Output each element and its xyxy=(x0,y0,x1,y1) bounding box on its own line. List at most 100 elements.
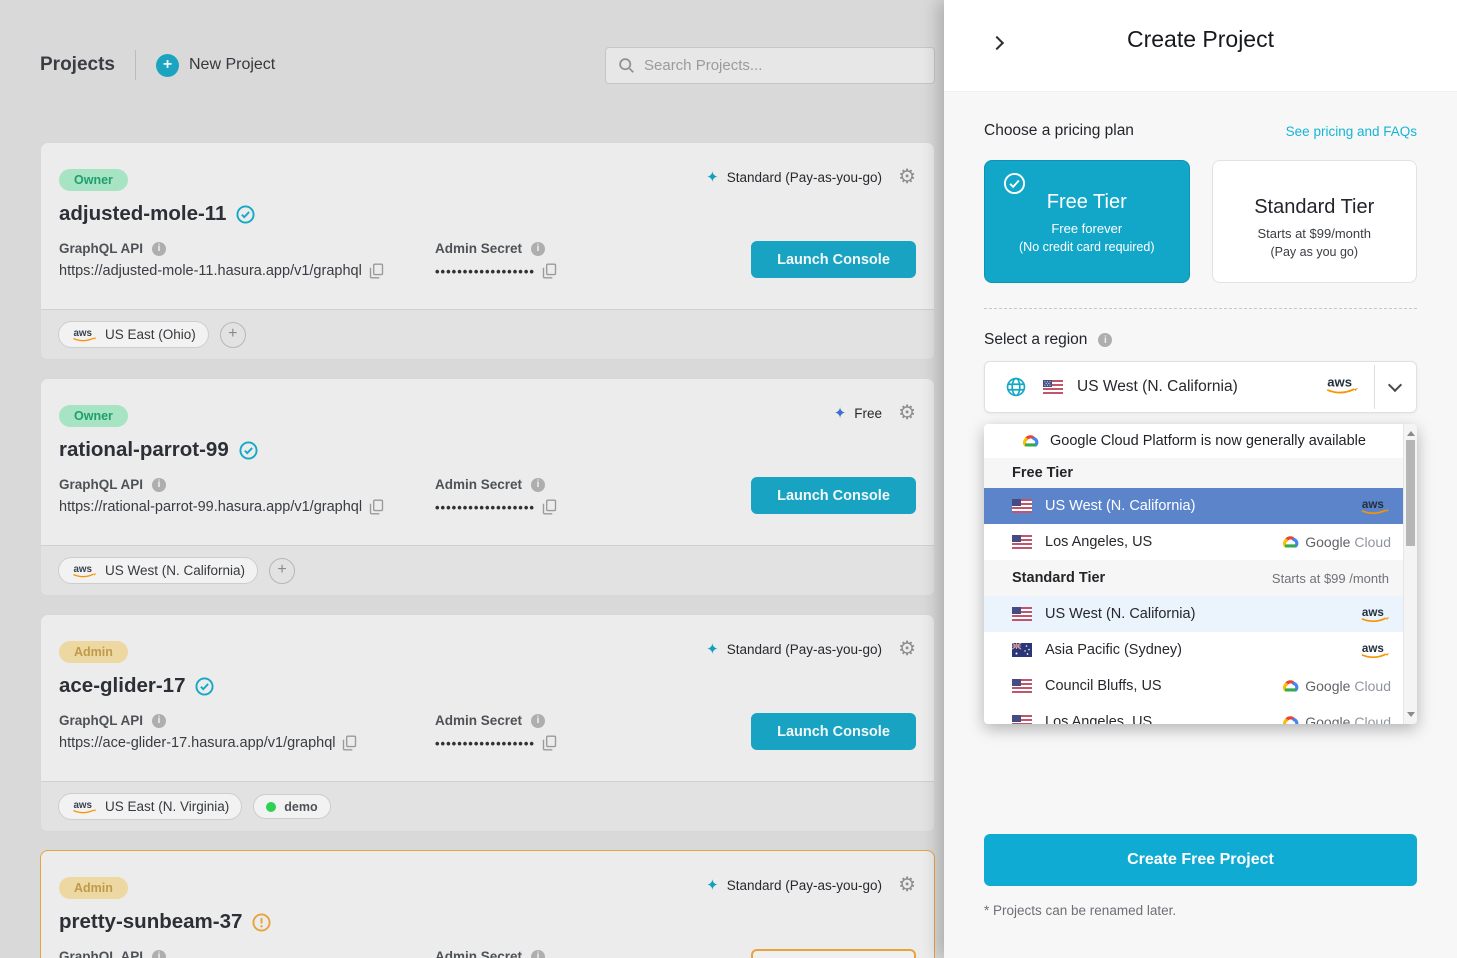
launch-console-button[interactable]: Launch Console xyxy=(751,949,916,958)
panel-body: Choose a pricing plan See pricing and FA… xyxy=(944,92,1457,958)
aws-logo: aws xyxy=(1361,641,1390,658)
project-name-link[interactable]: adjusted-mole-11 xyxy=(59,202,255,226)
search-input[interactable] xyxy=(644,56,922,74)
add-region-button[interactable] xyxy=(269,557,296,584)
info-icon[interactable] xyxy=(531,241,546,256)
region-option-label: Los Angeles, US xyxy=(1045,714,1153,724)
region-option-council-bluffs-standard[interactable]: Council Bluffs, US Google Cloud xyxy=(984,668,1403,704)
project-name: rational-parrot-99 xyxy=(59,438,229,461)
select-region-label: Select a region xyxy=(984,331,1088,348)
plan-star-icon xyxy=(834,406,847,421)
page-title: Projects xyxy=(40,54,115,75)
svg-text:aws: aws xyxy=(73,564,92,575)
region-option-label: US West (N. California) xyxy=(1045,606,1196,622)
new-project-button[interactable]: New Project xyxy=(155,53,276,77)
us-flag-icon xyxy=(1012,499,1032,513)
google-cloud-logo: Google Cloud xyxy=(1281,714,1391,724)
info-icon[interactable] xyxy=(531,477,546,492)
card-footer: aws US East (N. Virginia) demo xyxy=(41,781,934,831)
plan-row: Standard (Pay-as-you-go) xyxy=(706,639,916,659)
copy-secret-button[interactable] xyxy=(542,499,557,515)
copy-secret-button[interactable] xyxy=(542,263,557,279)
region-option-sydney-standard[interactable]: Asia Pacific (Sydney) aws xyxy=(984,632,1403,668)
gear-icon[interactable] xyxy=(898,639,916,659)
region-pill: aws US East (N. Virginia) xyxy=(58,793,243,820)
role-badge: Owner xyxy=(59,169,128,191)
launch-console-button[interactable]: Launch Console xyxy=(751,713,916,750)
gear-icon[interactable] xyxy=(898,403,916,423)
scroll-down-arrow-icon[interactable] xyxy=(1407,712,1415,717)
free-tier-note: (No credit card required) xyxy=(1019,240,1155,254)
selected-region-label: US West (N. California) xyxy=(1077,378,1238,395)
info-icon[interactable] xyxy=(531,713,546,728)
add-region-button[interactable] xyxy=(219,321,246,348)
graphql-url: https://adjusted-mole-11.hasura.app/v1/g… xyxy=(59,263,362,279)
gcp-notice-row[interactable]: Google Cloud Platform is now generally a… xyxy=(984,424,1403,458)
rename-footnote: * Projects can be renamed later. xyxy=(984,903,1177,918)
new-project-label: New Project xyxy=(188,56,276,73)
create-free-project-button[interactable]: Create Free Project xyxy=(984,834,1417,886)
region-option-label: Council Bluffs, US xyxy=(1045,678,1162,694)
dropdown-section-free-tier: Free Tier xyxy=(984,458,1403,488)
region-option-los-angeles-standard[interactable]: Los Angeles, US Google Cloud xyxy=(984,704,1403,724)
search-icon xyxy=(619,57,634,73)
select-divider xyxy=(1374,365,1375,409)
copy-url-button[interactable] xyxy=(342,735,357,751)
standard-tier-card[interactable]: Standard Tier Starts at $99/month (Pay a… xyxy=(1211,160,1417,283)
panel-title: Create Project xyxy=(1126,26,1274,52)
free-tier-subtitle: Free forever xyxy=(1051,221,1123,236)
admin-secret-label: Admin Secret xyxy=(435,477,731,492)
admin-secret-mask: •••••••••••••••••• xyxy=(435,263,535,279)
admin-secret-label: Admin Secret xyxy=(435,949,731,958)
info-icon[interactable] xyxy=(152,241,167,256)
project-card-pretty-sunbeam-37: Admin Standard (Pay-as-you-go) pretty-su… xyxy=(40,850,935,958)
info-icon[interactable] xyxy=(1098,333,1113,347)
project-name-link[interactable]: pretty-sunbeam-37 xyxy=(59,910,271,934)
plan-label: Free xyxy=(854,405,883,421)
collapse-panel-button[interactable] xyxy=(986,32,1008,54)
free-tier-card[interactable]: Free Tier Free forever (No credit card r… xyxy=(984,160,1190,283)
gear-icon[interactable] xyxy=(898,167,916,187)
info-icon[interactable] xyxy=(152,713,167,728)
graphql-api-label: GraphQL API xyxy=(59,241,435,256)
region-option-us-west-standard[interactable]: US West (N. California) aws xyxy=(984,596,1403,632)
admin-secret-label: Admin Secret xyxy=(435,713,731,728)
region-option-los-angeles-free[interactable]: Los Angeles, US Google Cloud xyxy=(984,524,1403,560)
card-footer: aws US East (Ohio) xyxy=(41,309,934,359)
google-cloud-logo: Google Cloud xyxy=(1281,678,1391,694)
verified-icon xyxy=(236,204,255,224)
info-icon[interactable] xyxy=(531,949,546,958)
dropdown-scrollbar[interactable] xyxy=(1403,424,1417,724)
region-pill: aws US East (Ohio) xyxy=(58,321,209,348)
plan-row: Standard (Pay-as-you-go) xyxy=(706,875,916,895)
region-option-us-west-free[interactable]: US West (N. California) aws xyxy=(984,488,1403,524)
copy-secret-button[interactable] xyxy=(542,735,557,751)
role-badge: Admin xyxy=(59,877,128,899)
info-icon[interactable] xyxy=(152,477,167,492)
region-option-label: Los Angeles, US xyxy=(1045,534,1153,550)
scrollbar-thumb[interactable] xyxy=(1406,440,1415,546)
standard-tier-note: (Pay as you go) xyxy=(1270,245,1359,259)
copy-url-button[interactable] xyxy=(369,499,384,515)
google-cloud-icon xyxy=(1283,680,1299,692)
project-name-link[interactable]: rational-parrot-99 xyxy=(59,438,258,462)
chevron-down-icon xyxy=(1387,377,1403,392)
pricing-faq-link[interactable]: See pricing and FAQs xyxy=(1285,123,1417,139)
standard-tier-subtitle: Starts at $99/month xyxy=(1257,226,1371,241)
launch-console-button[interactable]: Launch Console xyxy=(751,477,916,514)
launch-console-button[interactable]: Launch Console xyxy=(751,241,916,278)
copy-url-button[interactable] xyxy=(369,263,384,279)
gear-icon[interactable] xyxy=(898,875,916,895)
info-icon[interactable] xyxy=(152,949,167,958)
plan-star-icon xyxy=(706,878,719,893)
svg-text:aws: aws xyxy=(73,800,92,811)
region-option-label: US West (N. California) xyxy=(1045,498,1196,514)
plan-star-icon xyxy=(706,642,719,657)
demo-tag: demo xyxy=(253,794,331,819)
scroll-up-arrow-icon[interactable] xyxy=(1407,431,1415,436)
region-select[interactable]: US West (N. California) aws xyxy=(984,361,1417,413)
project-card-adjusted-mole-11: Owner Standard (Pay-as-you-go) adjusted-… xyxy=(40,142,935,360)
project-name-link[interactable]: ace-glider-17 xyxy=(59,674,215,698)
search-box[interactable] xyxy=(605,46,935,84)
plan-label: Standard (Pay-as-you-go) xyxy=(726,169,883,185)
